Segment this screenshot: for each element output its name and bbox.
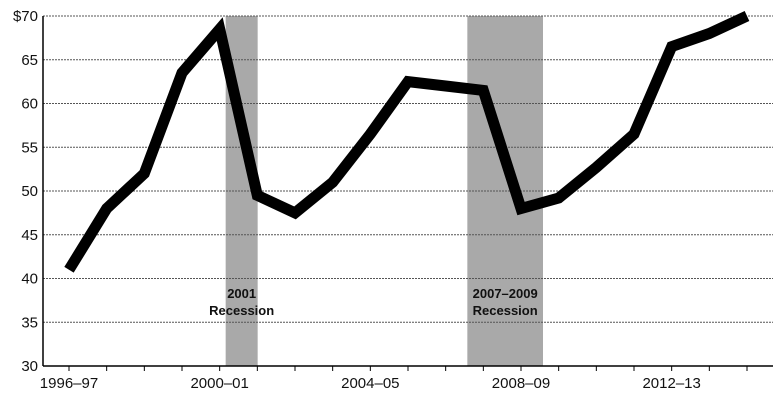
y-tick-label: 50 (21, 183, 38, 200)
recession-label: 2001 (227, 286, 256, 301)
recession-label: Recession (209, 303, 274, 318)
x-tick-label: 2012–13 (642, 375, 700, 392)
axes (42, 16, 773, 371)
series-layer (64, 11, 750, 273)
y-tick-label: 35 (21, 314, 38, 331)
y-tick-label: 65 (21, 52, 38, 69)
y-tick-label: 30 (21, 358, 38, 375)
y-tick-label: 60 (21, 96, 38, 113)
y-tick-label: 45 (21, 227, 38, 244)
labels: 2001 Recession 2007–2009 Recession 30 35 40 45 5… (13, 8, 701, 392)
series-line (64, 11, 750, 273)
recession-label: Recession (473, 303, 538, 318)
y-tick-label: 40 (21, 271, 38, 288)
x-tick-label: 2004–05 (341, 375, 399, 392)
y-tick-label: 55 (21, 139, 38, 156)
y-tick-label: $70 (13, 8, 38, 25)
x-tick-label: 1996–97 (40, 375, 98, 392)
x-tick-label: 2008–09 (492, 375, 550, 392)
gridlines (43, 15, 773, 323)
x-tick-label: 2000–01 (190, 375, 248, 392)
recession-label: 2007–2009 (473, 286, 538, 301)
